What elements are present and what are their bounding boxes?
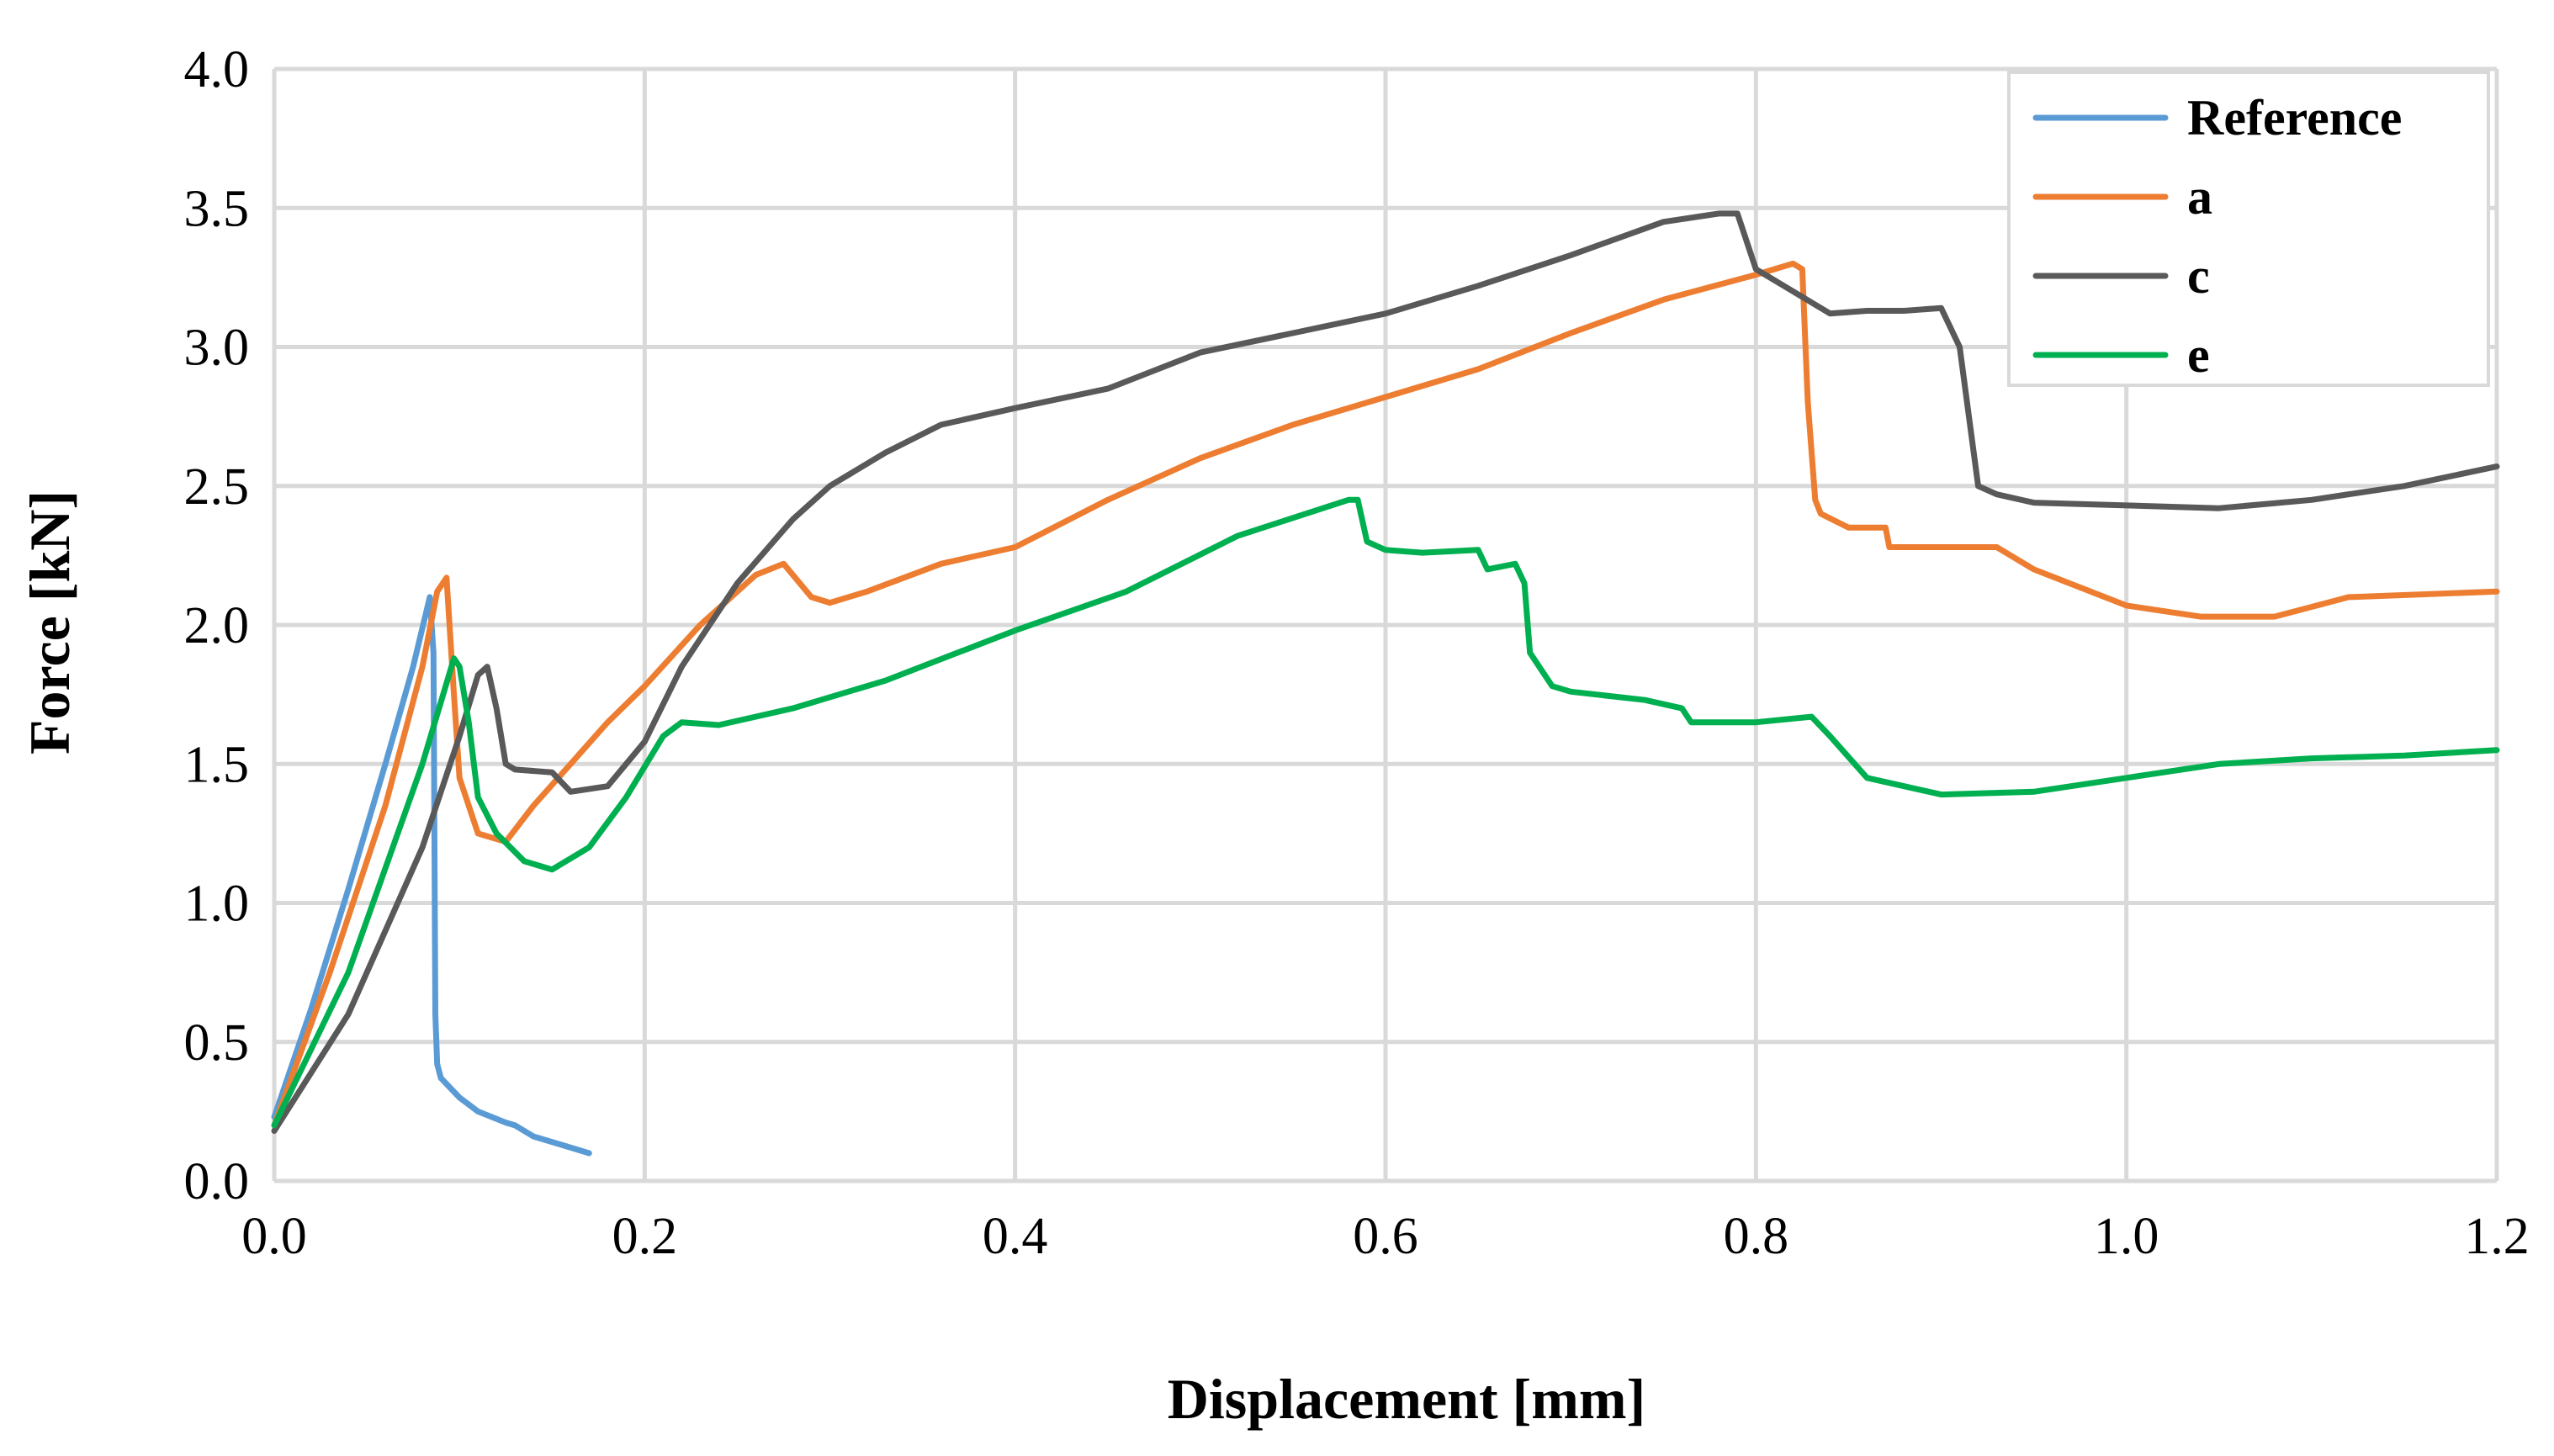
- y-tick-label: 0.5: [184, 1014, 250, 1072]
- y-tick-label: 0.0: [184, 1153, 250, 1210]
- y-tick-label: 2.5: [184, 458, 250, 516]
- series-line-e: [271, 496, 2500, 1129]
- legend-label-e: e: [2187, 327, 2210, 383]
- y-tick-label: 3.5: [184, 180, 250, 237]
- tick-labels: 0.0 0.2 0.4 0.6 0.8 1.0 1.2 0.0 0.5 1.0 1.5 2.0 2.5 3…: [184, 41, 2530, 1265]
- y-tick-label: 1.0: [184, 876, 250, 933]
- series-line-a: [271, 260, 2500, 1129]
- x-tick-label: 0.4: [983, 1208, 1048, 1265]
- y-tick-label: 4.0: [184, 41, 250, 98]
- x-tick-label: 0.0: [241, 1208, 307, 1265]
- y-tick-label: 2.0: [184, 597, 250, 654]
- x-tick-label: 0.8: [1724, 1208, 1789, 1265]
- legend-label-reference: Reference: [2187, 90, 2402, 146]
- y-axis-title: Force [kN]: [18, 490, 82, 754]
- gridlines: [272, 66, 2499, 1183]
- data-series: [271, 210, 2500, 1157]
- y-tick-label: 1.5: [184, 736, 250, 793]
- y-tick-label: 3.0: [184, 320, 250, 377]
- x-tick-label: 1.2: [2464, 1208, 2530, 1265]
- x-axis-title: Displacement [mm]: [1168, 1367, 1645, 1431]
- legend: Reference ace: [2007, 71, 2490, 387]
- x-tick-label: 0.6: [1353, 1208, 1418, 1265]
- legend-box: [2007, 71, 2490, 387]
- series-line-reference: [271, 594, 592, 1157]
- series-line-c: [271, 210, 2500, 1134]
- x-tick-label: 0.2: [612, 1208, 678, 1265]
- legend-label-a: a: [2187, 169, 2212, 225]
- x-tick-label: 1.0: [2094, 1208, 2159, 1265]
- legend-label-c: c: [2187, 248, 2210, 304]
